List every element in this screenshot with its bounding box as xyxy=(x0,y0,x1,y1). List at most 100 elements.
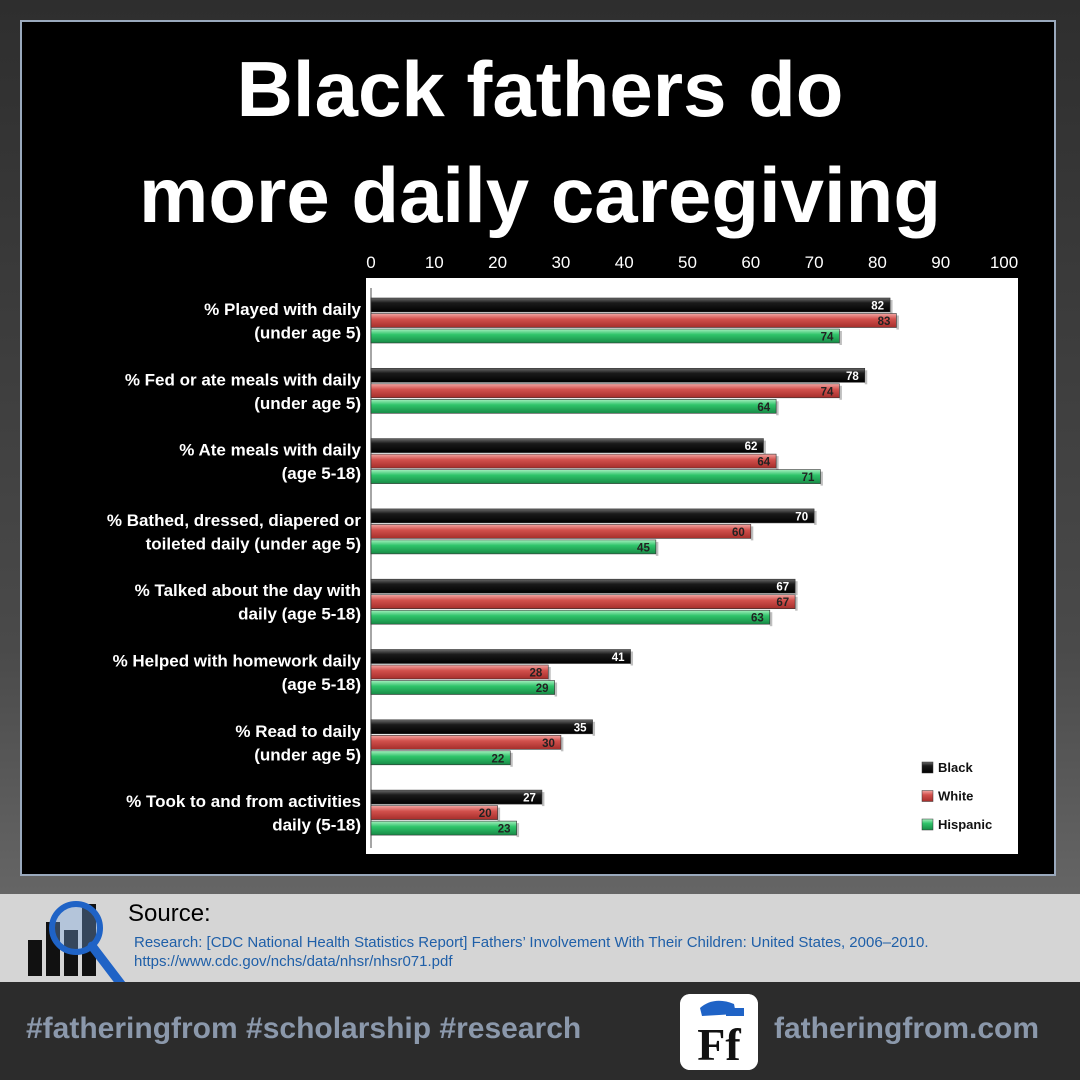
category-label: % Fed or ate meals with daily xyxy=(125,370,362,389)
x-tick-label: 100 xyxy=(990,253,1018,272)
bar-shadow xyxy=(776,456,779,471)
bar-white xyxy=(370,313,897,328)
bar-black xyxy=(370,649,631,664)
bar-black xyxy=(370,297,891,313)
x-tick-label: 90 xyxy=(931,253,950,272)
bar-hispanic xyxy=(370,750,511,766)
fatheringfrom-logo[interactable]: Ff xyxy=(680,994,758,1070)
legend-label-black: Black xyxy=(938,760,973,775)
source-url-link[interactable]: https://www.cdc.gov/nchs/data/nhsr/nhsr0… xyxy=(134,953,453,970)
data-label: 64 xyxy=(757,457,770,469)
data-label: 45 xyxy=(637,542,650,554)
bar-black xyxy=(370,719,593,735)
category-label: % Played with daily xyxy=(204,300,361,319)
category-label: (age 5-18) xyxy=(282,464,361,483)
data-label: 62 xyxy=(745,441,758,453)
bar-shadow xyxy=(763,440,766,455)
category-label: % Talked about the day with xyxy=(135,581,361,600)
x-tick-label: 70 xyxy=(805,253,824,272)
category-label: (under age 5) xyxy=(254,394,361,413)
category-label: % Ate meals with daily xyxy=(179,441,361,460)
data-label: 35 xyxy=(574,722,587,734)
data-label: 27 xyxy=(523,793,536,805)
bar-shadow xyxy=(541,792,545,807)
magnifier-bar-chart-icon xyxy=(28,901,129,993)
category-label: (age 5-18) xyxy=(282,675,361,694)
bar-shadow xyxy=(497,807,501,822)
bar-shadow xyxy=(560,737,564,752)
data-label: 41 xyxy=(612,652,625,664)
title-line-1: Black fathers do xyxy=(236,45,844,133)
data-label: 28 xyxy=(529,668,542,680)
bar-white xyxy=(370,734,562,750)
bar-white xyxy=(370,524,752,539)
bar-chart: 0 10 20 30 40 50 60 70 80 90 100 % Played with dai… xyxy=(107,253,1018,854)
x-tick-label: 60 xyxy=(741,253,760,272)
legend-label-white: White xyxy=(938,789,973,804)
bar-black xyxy=(370,789,543,805)
bar-hispanic xyxy=(370,539,657,555)
bar-hispanic xyxy=(370,398,777,414)
bar-shadow xyxy=(548,667,551,681)
bar-shadow xyxy=(896,315,899,330)
x-tick-label: 0 xyxy=(366,253,375,272)
bar-hispanic xyxy=(370,680,555,695)
footer-band xyxy=(0,982,1080,1080)
bar-shadow xyxy=(776,401,779,416)
bar-shadow xyxy=(839,385,842,400)
bar-white xyxy=(370,383,840,399)
bar-hispanic xyxy=(370,328,840,344)
page-title: Black fathers do more daily caregiving xyxy=(22,36,1058,248)
category-label: daily (5-18) xyxy=(272,816,361,835)
legend-label-hispanic: Hispanic xyxy=(938,817,992,832)
bar-shadow xyxy=(630,651,634,666)
data-label: 74 xyxy=(821,332,834,344)
data-label: 20 xyxy=(479,808,492,820)
site-url[interactable]: fatheringfrom.com xyxy=(774,1012,1040,1045)
category-label: % Took to and from activities xyxy=(126,792,361,811)
data-label: 67 xyxy=(776,582,789,594)
hashtags: #fatheringfrom #scholarship #research xyxy=(26,1012,582,1045)
bar-shadow xyxy=(554,682,558,697)
data-label: 70 xyxy=(795,511,808,523)
category-label: % Helped with homework daily xyxy=(113,652,362,671)
data-label: 60 xyxy=(732,527,745,539)
data-label: 71 xyxy=(802,472,815,484)
bar-shadow xyxy=(750,526,754,541)
data-label: 23 xyxy=(498,824,511,836)
legend-swatch-hispanic xyxy=(921,818,934,831)
bar-white xyxy=(370,805,498,820)
bar-white xyxy=(370,664,549,680)
bar-shadow xyxy=(890,300,893,314)
data-label: 30 xyxy=(542,738,555,750)
bar-shadow xyxy=(655,541,659,556)
category-label: toileted daily (under age 5) xyxy=(146,534,361,553)
plot-area xyxy=(366,278,1018,854)
bar-shadow xyxy=(795,581,798,596)
data-label: 64 xyxy=(757,402,770,414)
bar-hispanic xyxy=(370,469,821,484)
data-label: 67 xyxy=(776,597,789,609)
bar-shadow xyxy=(510,752,513,767)
data-label: 82 xyxy=(871,301,884,313)
category-label: % Read to daily xyxy=(235,722,361,741)
x-tick-label: 50 xyxy=(678,253,697,272)
bar-black xyxy=(370,508,815,524)
legend-swatch-white xyxy=(921,790,934,802)
data-label: 83 xyxy=(878,316,891,328)
legend-swatch-black xyxy=(921,761,934,774)
x-tick-label: 10 xyxy=(425,253,444,272)
data-label: 78 xyxy=(846,371,859,383)
bar-shadow xyxy=(820,471,823,486)
logo-text: Ff xyxy=(697,1019,741,1070)
bar-white xyxy=(370,453,777,469)
bar-shadow xyxy=(592,721,596,736)
category-label: % Bathed, dressed, diapered or xyxy=(107,511,362,530)
bar-hispanic xyxy=(370,609,771,625)
data-label: 22 xyxy=(491,753,504,765)
title-line-2: more daily caregiving xyxy=(139,151,941,239)
bar-black xyxy=(370,367,866,383)
bar-shadow xyxy=(839,331,842,345)
x-tick-label: 80 xyxy=(868,253,887,272)
x-tick-label: 30 xyxy=(551,253,570,272)
